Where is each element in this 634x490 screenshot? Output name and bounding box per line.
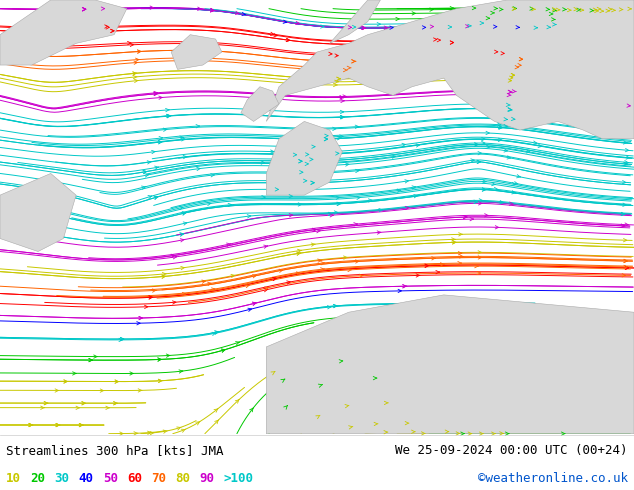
Text: 80: 80 [175,472,190,485]
Text: 10: 10 [6,472,22,485]
Polygon shape [241,87,279,122]
Polygon shape [330,0,380,44]
Text: Streamlines 300 hPa [kts] JMA: Streamlines 300 hPa [kts] JMA [6,444,224,457]
Polygon shape [266,122,342,195]
Text: 60: 60 [127,472,142,485]
Polygon shape [266,295,634,434]
Text: 20: 20 [30,472,46,485]
Text: 30: 30 [55,472,70,485]
Polygon shape [266,0,634,139]
Polygon shape [0,173,76,251]
Text: 70: 70 [151,472,166,485]
Polygon shape [0,0,127,65]
Text: 50: 50 [103,472,118,485]
Text: 40: 40 [79,472,94,485]
Text: ©weatheronline.co.uk: ©weatheronline.co.uk [477,472,628,485]
Text: 90: 90 [199,472,214,485]
Polygon shape [171,35,222,70]
Text: We 25-09-2024 00:00 UTC (00+24): We 25-09-2024 00:00 UTC (00+24) [395,444,628,457]
Text: >100: >100 [223,472,253,485]
